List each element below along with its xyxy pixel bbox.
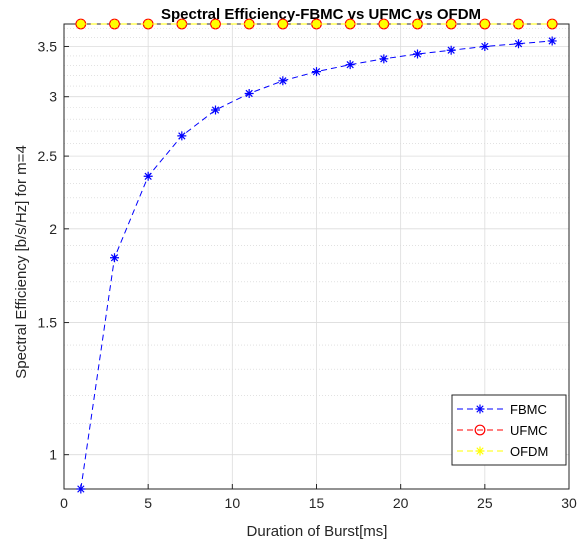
data-point-ofdm: [514, 19, 523, 29]
legend: FBMC UFMC OFDM: [451, 394, 567, 466]
x-tick-label: 5: [144, 495, 152, 511]
y-tick-label: 3.5: [38, 38, 58, 54]
data-point-ofdm: [547, 19, 557, 29]
y-tick-label: 2.5: [38, 148, 58, 164]
y-tick-label: 2: [49, 221, 57, 237]
series-ofdm: [76, 19, 557, 29]
data-point-ofdm: [446, 19, 456, 29]
data-point-fbmc: [379, 54, 389, 64]
data-point-fbmc: [244, 88, 254, 98]
data-point-ofdm: [211, 19, 220, 29]
y-tick-label: 1.5: [38, 315, 58, 331]
data-point-fbmc: [143, 171, 153, 181]
legend-label-ofdm: OFDM: [510, 444, 548, 459]
data-point-ofdm: [480, 19, 490, 29]
data-point-ofdm: [413, 19, 422, 29]
legend-marker-fbmc: [475, 404, 485, 414]
data-point-fbmc: [211, 105, 220, 115]
data-point-ofdm: [76, 19, 86, 29]
data-point-fbmc: [278, 76, 288, 86]
chart-title: Spectral Efficiency-FBMC vs UFMC vs OFDM: [161, 6, 481, 23]
data-point-ofdm: [110, 19, 119, 29]
data-point-fbmc: [480, 41, 490, 51]
y-axis-label: Spectral Efficiency [b/s/Hz] for m=4: [13, 145, 30, 379]
data-point-fbmc: [413, 49, 422, 59]
data-point-fbmc: [312, 67, 321, 77]
data-point-fbmc: [76, 484, 86, 494]
x-tick-label: 20: [393, 495, 409, 511]
y-tick-label: 1: [49, 447, 57, 463]
y-tick-label: 3: [49, 89, 57, 105]
legend-item-fbmc: FBMC: [457, 402, 547, 417]
data-point-fbmc: [547, 36, 557, 46]
data-point-fbmc: [446, 45, 456, 55]
data-point-fbmc: [514, 39, 523, 49]
legend-item-ufmc: UFMC: [457, 423, 548, 438]
x-axis-label: Duration of Burst[ms]: [247, 523, 388, 540]
data-point-ofdm: [312, 19, 321, 29]
series-fbmc: [76, 36, 557, 494]
legend-marker-ufmc: [474, 424, 486, 436]
data-point-fbmc: [110, 253, 119, 263]
legend-items: FBMC UFMC OFDM: [457, 402, 548, 459]
data-point-ofdm: [143, 19, 153, 29]
x-tick-label: 10: [225, 495, 241, 511]
legend-marker-ofdm: [475, 446, 485, 456]
legend-label-fbmc: FBMC: [510, 402, 547, 417]
x-tick-label: 25: [477, 495, 493, 511]
data-point-ofdm: [244, 19, 254, 29]
data-point-fbmc: [345, 60, 355, 70]
data-point-ofdm: [177, 19, 187, 29]
axis-ticks: 0 5 10 15 20 25 30 1 1.5 2 2.5 3 3.5: [38, 38, 577, 511]
data-point-ofdm: [379, 19, 389, 29]
legend-item-ofdm: OFDM: [457, 444, 548, 459]
data-point-ofdm: [345, 19, 355, 29]
x-tick-label: 0: [60, 495, 68, 511]
x-tick-label: 15: [309, 495, 325, 511]
data-point-fbmc: [177, 131, 187, 141]
legend-label-ufmc: UFMC: [510, 423, 548, 438]
data-point-ofdm: [278, 19, 288, 29]
x-tick-label: 30: [561, 495, 577, 511]
series-layer: [75, 18, 558, 494]
